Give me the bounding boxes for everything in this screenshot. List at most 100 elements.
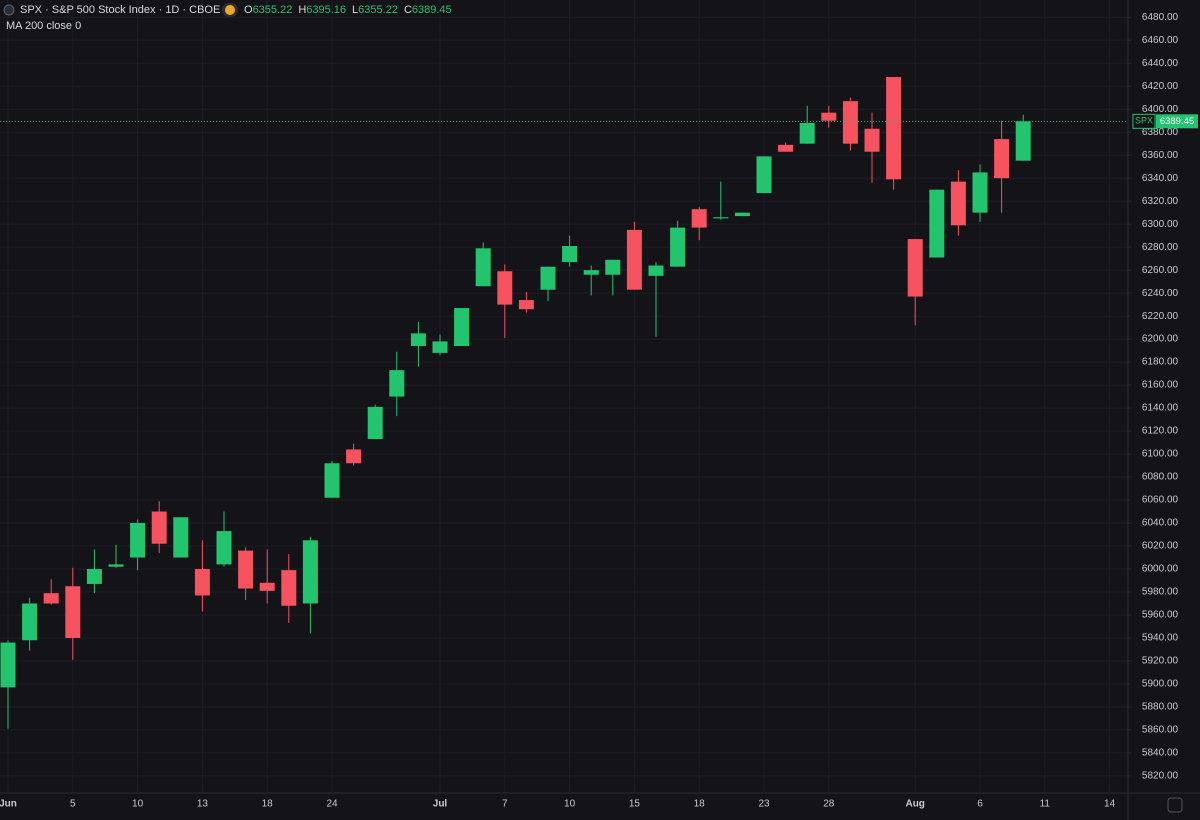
candle-body [691, 209, 707, 228]
price-tag-value: 6389.45 [1160, 116, 1194, 127]
candle-body [626, 229, 642, 290]
plot [0, 77, 1128, 729]
y-tick-label: 5980.00 [1142, 587, 1179, 598]
candle-body [22, 603, 38, 641]
x-tick-label: 10 [564, 799, 576, 810]
x-tick-label: 6 [977, 799, 983, 810]
y-tick-label: 6400.00 [1142, 104, 1179, 115]
y-tick-label: 6240.00 [1142, 288, 1179, 299]
candle-body [1015, 121, 1031, 161]
y-tick-label: 6260.00 [1142, 265, 1179, 276]
ohlc-legend: O6355.22 H6395.16 L6355.22 C6389.45 [244, 4, 452, 16]
candle-body [864, 128, 880, 152]
candle-body [65, 586, 81, 638]
candle-body [497, 271, 513, 305]
y-tick-label: 6080.00 [1142, 472, 1179, 483]
price-tag-box [1156, 114, 1198, 129]
candle-body [367, 406, 383, 440]
candle-body [302, 540, 318, 604]
price-tag-symbol-box [1132, 113, 1156, 129]
x-tick-label: 13 [197, 799, 209, 810]
candle-body [950, 181, 966, 226]
candle-body [907, 239, 923, 297]
symbol-logo[interactable] [3, 4, 15, 16]
candle-body [194, 568, 210, 596]
y-tick-label: 5900.00 [1142, 679, 1179, 690]
candle-body [324, 463, 340, 498]
candle-body [799, 122, 815, 144]
candle-body [281, 570, 297, 606]
ohlc-value: 6395.16 [306, 4, 346, 16]
ohlc-label: C [404, 4, 412, 16]
y-tick-label: 6160.00 [1142, 380, 1179, 391]
y-tick-label: 6060.00 [1142, 495, 1179, 506]
y-tick-label: 5940.00 [1142, 633, 1179, 644]
y-tick-label: 6200.00 [1142, 334, 1179, 345]
y-tick-label: 5920.00 [1142, 656, 1179, 667]
ohlc-label: L [352, 4, 358, 16]
time-axis: Jun 5 10 13 18 24 Jul 7 10 15 18 23 28 Aug 6 11 14 [0, 799, 1116, 810]
y-tick-label: 5960.00 [1142, 610, 1179, 621]
candle-body [216, 531, 232, 565]
y-tick-label: 6480.00 [1142, 12, 1179, 23]
ohlc-label: O [244, 4, 253, 16]
y-tick-label: 5880.00 [1142, 702, 1179, 713]
candle-body [86, 568, 102, 584]
y-tick-label: 6020.00 [1142, 541, 1179, 552]
x-tick-label: 14 [1104, 799, 1116, 810]
candle-body [43, 593, 59, 604]
y-tick-label: 6360.00 [1142, 150, 1179, 161]
x-tick-label: 15 [629, 799, 641, 810]
candle-body [713, 217, 729, 219]
x-tick-label: Jul [433, 799, 448, 810]
price-axis: 5820.00 5840.00 5860.00 5880.00 5900.00 5920.… [1128, 12, 1179, 782]
settings-button[interactable] [1167, 797, 1183, 813]
candle-body [108, 564, 124, 567]
y-tick-label: 6120.00 [1142, 426, 1179, 437]
candle-body [994, 139, 1010, 179]
y-tick-label: 6460.00 [1142, 35, 1179, 46]
candle-body [130, 523, 146, 558]
candle-body [778, 144, 794, 152]
y-tick-label: 6100.00 [1142, 449, 1179, 460]
y-tick-label: 5820.00 [1142, 771, 1179, 782]
candle-body [540, 266, 556, 290]
candle-body [583, 270, 599, 275]
candle-body [562, 245, 578, 263]
candle-body [475, 248, 491, 287]
y-tick-label: 6220.00 [1142, 311, 1179, 322]
y-tick-label: 6280.00 [1142, 242, 1179, 253]
candle-body [972, 172, 988, 213]
y-tick-label: 6000.00 [1142, 564, 1179, 575]
candle-body [929, 189, 945, 258]
chart-title: SPX · S&P 500 Stock Index · 1D · CBOE [20, 4, 220, 16]
x-tick-label: 10 [132, 799, 144, 810]
x-tick-label: 18 [262, 799, 274, 810]
price-tag-symbol: SPX [1135, 116, 1153, 126]
y-tick-label: 6340.00 [1142, 173, 1179, 184]
candle-body [389, 370, 405, 397]
candle-body [454, 308, 470, 346]
y-tick-label: 6040.00 [1142, 518, 1179, 529]
x-tick-label: 24 [326, 799, 338, 810]
y-tick-label: 6440.00 [1142, 58, 1179, 69]
x-tick-label: Aug [905, 799, 924, 810]
market-status-icon [225, 5, 235, 15]
x-tick-label: 28 [823, 799, 835, 810]
x-tick-label: 7 [502, 799, 508, 810]
candle-body [238, 550, 254, 589]
candle-body [648, 265, 664, 276]
candle-body [0, 642, 16, 688]
ohlc-label: H [298, 4, 306, 16]
y-tick-label: 6300.00 [1142, 219, 1179, 230]
ohlc-value: 6355.22 [253, 4, 293, 16]
candle-body [670, 227, 686, 267]
y-tick-label: 6180.00 [1142, 357, 1179, 368]
candle-body [173, 517, 189, 558]
candle-body [756, 156, 772, 194]
candle-body [410, 333, 426, 346]
y-tick-label: 5860.00 [1142, 725, 1179, 736]
candle-body [886, 77, 902, 180]
